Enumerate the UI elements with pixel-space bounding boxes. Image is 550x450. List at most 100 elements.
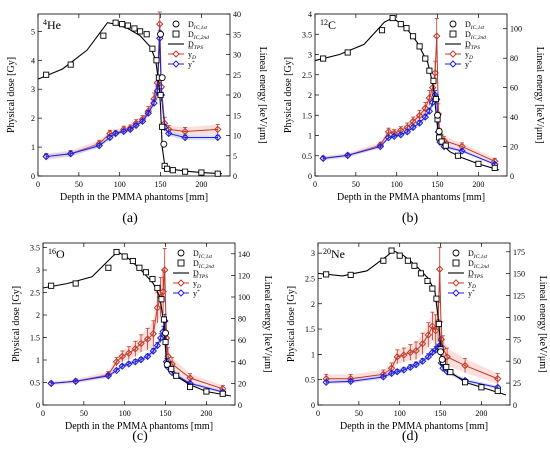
y2-tick-label: 80 <box>510 54 518 63</box>
data-point <box>47 379 55 388</box>
y-tick-label: 4 <box>308 10 312 19</box>
legend-marker <box>452 289 460 297</box>
data-point <box>143 352 152 361</box>
legend-label-main: D <box>188 20 194 29</box>
y2-tick-label: 40 <box>233 10 241 19</box>
data-point <box>418 357 427 365</box>
legend-label-sub: * <box>197 289 200 295</box>
y2-tick-label: 5 <box>233 152 237 161</box>
x-axis-label: Depth in the PMMA phantoms [mm] <box>60 192 208 203</box>
y-tick-label: 2 <box>36 311 40 320</box>
data-point <box>442 142 449 149</box>
x-axis-label: Depth in the PMMA phantoms [mm] <box>340 421 488 432</box>
data-point <box>416 43 423 50</box>
legend-label: DIC,1st <box>188 20 208 31</box>
data-point <box>66 150 75 158</box>
x-tick-label: 200 <box>200 409 212 418</box>
y-tick-label: 3.5 <box>30 244 40 253</box>
data-point <box>421 104 430 112</box>
plot-frame <box>42 242 236 406</box>
y-tick-label: 3 <box>308 51 312 60</box>
data-point <box>409 123 417 132</box>
legend-label: yD <box>193 279 201 290</box>
legend-label-sub: * <box>192 60 195 66</box>
legend-label-sub: * <box>469 60 472 66</box>
data-point <box>478 384 485 391</box>
data-point <box>494 375 502 383</box>
legend-label-sub: IC,1st <box>470 25 485 31</box>
data-point <box>104 371 113 379</box>
legend-marker <box>172 50 180 58</box>
data-point <box>433 32 441 40</box>
data-point <box>396 252 403 259</box>
data-point <box>428 83 437 92</box>
data-point <box>461 361 469 370</box>
data-point <box>136 264 143 271</box>
data-point <box>447 369 454 376</box>
data-point <box>438 138 445 145</box>
panel-label: (c) <box>132 429 148 444</box>
x-tick-label: 150 <box>155 180 167 189</box>
data-point <box>149 330 158 338</box>
data-point <box>462 379 469 386</box>
data-point <box>390 132 398 140</box>
y2-tick-label: 50 <box>513 357 521 366</box>
y2-tick-label: 35 <box>233 30 241 39</box>
data-point <box>119 21 126 28</box>
data-point <box>42 152 50 161</box>
y2-tick-label: 40 <box>510 113 518 122</box>
x-axis-label: Depth in the PMMA phantoms [mm] <box>65 421 213 432</box>
y2-tick-label: 25 <box>233 71 241 80</box>
data-point <box>198 169 205 176</box>
y-tick-label: 2 <box>31 114 35 123</box>
legend-marker <box>177 289 185 297</box>
data-point <box>181 133 189 142</box>
data-point <box>129 257 136 265</box>
y2-tick-label: 0 <box>233 172 237 181</box>
legend-label-sub: TPS <box>474 274 483 280</box>
y-axis-label: Physical dose [Gy] <box>286 286 297 362</box>
legend-label-sub: IC,2nd <box>470 35 486 41</box>
legend-label: yD <box>188 50 196 61</box>
legend-label-sub: IC,1st <box>193 25 208 31</box>
x-tick-label: 200 <box>472 180 484 189</box>
legend-label: DTPS <box>468 269 483 280</box>
y2-tick-label: 150 <box>513 270 525 279</box>
data-point <box>159 123 166 130</box>
data-point <box>393 368 401 376</box>
x-tick-label: 150 <box>435 409 447 418</box>
y2-tick-label: 20 <box>233 91 241 100</box>
ion-symbol: Ne <box>331 247 345 261</box>
y2-tick-label: 20 <box>238 379 246 388</box>
data-point <box>43 71 50 78</box>
x-tick-label: 150 <box>432 180 444 189</box>
data-point <box>400 366 408 374</box>
x-tick-label: 150 <box>160 409 172 418</box>
y-tick-label: 2.5 <box>30 289 40 298</box>
legend-label-sub: IC,1st <box>198 254 213 260</box>
data-point <box>160 316 167 323</box>
data-point <box>72 280 79 287</box>
ion-label: 4He <box>43 18 61 32</box>
data-point <box>378 27 386 34</box>
data-point <box>124 22 131 29</box>
data-point <box>168 365 175 373</box>
ion-label: 16O <box>48 247 65 261</box>
data-point <box>121 253 128 260</box>
data-point <box>411 262 418 269</box>
data-point <box>424 277 431 285</box>
data-point <box>131 25 138 32</box>
legend-label-sub: D <box>196 284 201 290</box>
legend-label-main: D <box>468 249 474 258</box>
data-point <box>187 383 194 391</box>
series-yd <box>47 247 227 393</box>
data-point <box>106 133 114 142</box>
data-point <box>182 168 189 175</box>
x-axis-label: Depth in the PMMA phantoms [mm] <box>337 192 485 203</box>
y-tick-label: 1 <box>31 143 35 152</box>
y2-tick-label: 80 <box>238 315 246 324</box>
y2-tick-label: 10 <box>233 132 241 141</box>
series-d-tps <box>317 249 507 396</box>
legend-label: DTPS <box>188 40 203 51</box>
